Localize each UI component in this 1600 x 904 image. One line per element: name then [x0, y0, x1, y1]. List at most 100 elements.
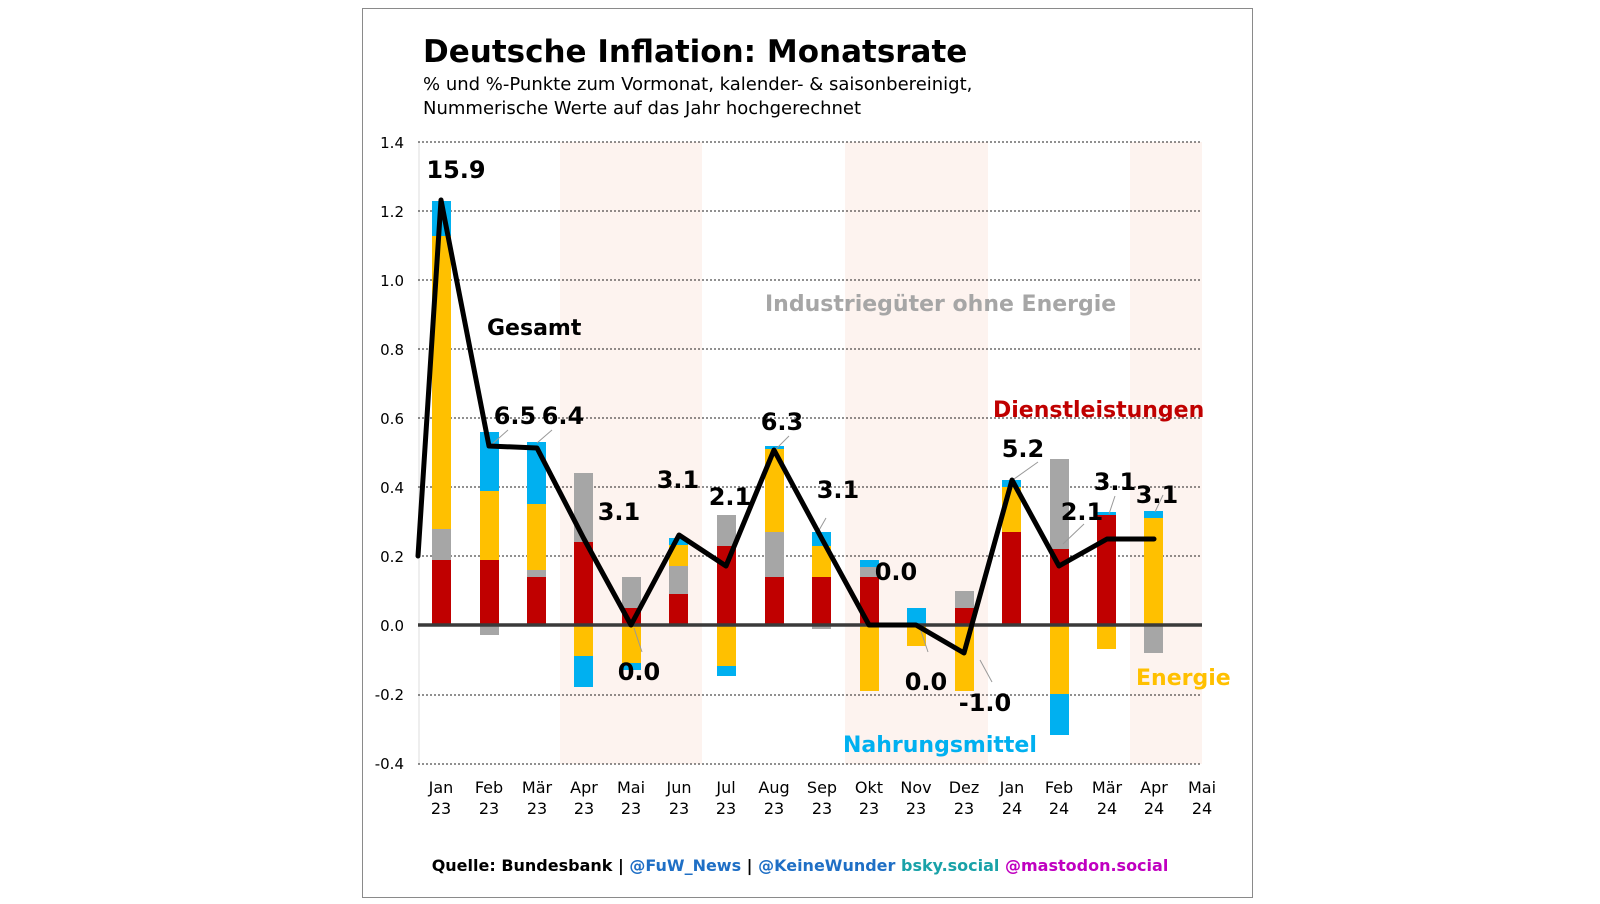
bar-dienst-dez23: [955, 608, 974, 625]
bar-energie-feb23: [480, 491, 499, 560]
value-label: 3.1: [598, 498, 641, 526]
bar-energie-mar24: [1097, 625, 1116, 649]
xtick-year: 23: [431, 799, 451, 818]
leader-line: [1154, 494, 1164, 513]
xtick-month: Sep: [807, 778, 837, 797]
footer-mastodon-link[interactable]: @mastodon.social: [999, 856, 1169, 875]
left-axis-strip: [418, 142, 420, 764]
footer-keinewunder-link[interactable]: @KeineWunder: [758, 856, 896, 875]
leader-line: [633, 627, 643, 653]
gesamt-line: [415, 197, 1157, 656]
leader-line: [489, 429, 509, 447]
bar-industrie-feb24: [1050, 459, 1069, 549]
xtick-year: 24: [1144, 799, 1164, 818]
xtick-month: Okt: [855, 778, 883, 797]
leader-line: [1062, 523, 1085, 545]
bar-industrie-feb23: [480, 625, 499, 635]
footer-source: Quelle: Bundesbank |: [431, 856, 630, 875]
leader-lines: [489, 429, 1164, 683]
xtick-year: 23: [764, 799, 784, 818]
footer-separator: |: [741, 856, 759, 875]
xtick-year: 23: [527, 799, 547, 818]
bar-energie-mar23: [527, 504, 546, 570]
bar-energie-apr23: [574, 625, 593, 656]
bar-industrie-jan23: [432, 529, 451, 560]
bar-industrie-dez23: [955, 591, 974, 608]
bar-dienst-jun23: [669, 594, 688, 625]
bar-nahrung-nov23: [907, 608, 926, 625]
bar-dienst-jul23: [717, 546, 736, 625]
bar-nahrung-okt23: [860, 560, 879, 567]
bar-dienst-mar24: [1097, 515, 1116, 625]
bar-energie-jan23: [432, 236, 451, 529]
label-dienst: Dienstleistungen: [993, 398, 1204, 423]
ytick-label: -0.2: [375, 686, 404, 704]
bar-dienst-feb23: [480, 560, 499, 625]
ytick-label: 1.2: [380, 203, 404, 221]
gridlines: [418, 141, 1202, 765]
leader-line: [979, 659, 993, 683]
value-label: 3.1: [1094, 468, 1137, 496]
xtick-month: Jan: [428, 778, 454, 797]
xtick-month: Feb: [1045, 778, 1073, 797]
xtick-year: 23: [669, 799, 689, 818]
value-label: 3.1: [1136, 481, 1179, 509]
bar-industrie-okt23: [860, 567, 879, 577]
bar-industrie-jul23: [717, 515, 736, 546]
xtick-year: 23: [574, 799, 594, 818]
bar-industrie-jun23: [669, 566, 688, 594]
bar-energie-apr24: [1144, 518, 1163, 625]
leader-line: [1108, 495, 1116, 515]
leader-line: [1013, 461, 1039, 480]
ytick-label: 0.2: [380, 548, 404, 566]
xtick-year: 23: [621, 799, 641, 818]
xtick-year: 24: [1097, 799, 1117, 818]
value-label: 15.9: [426, 156, 485, 184]
bar-industrie-apr24: [1144, 625, 1163, 653]
bar-energie-jun23: [669, 545, 688, 566]
bar-industrie-apr23: [574, 473, 593, 542]
value-label: 6.4: [542, 402, 585, 430]
value-label: 3.1: [817, 476, 860, 504]
footer-fuw-link[interactable]: @FuW_News: [629, 856, 742, 875]
ytick-label: 1.4: [380, 134, 404, 152]
value-label: 0.0: [905, 668, 948, 696]
value-label: 6.5: [494, 402, 537, 430]
leader-line: [774, 435, 790, 451]
xtick-year: 23: [479, 799, 499, 818]
bar-industrie-mar23: [527, 570, 546, 577]
label-nahrung: Nahrungsmittel: [843, 733, 1037, 758]
bar-nahrung-mai23: [622, 663, 641, 670]
xtick-year: 23: [954, 799, 974, 818]
bar-dienst-mar23: [527, 577, 546, 625]
bar-energie-jul23: [717, 625, 736, 666]
bar-dienst-jan24: [1002, 532, 1021, 625]
ytick-label: 0.4: [380, 479, 404, 497]
label-energie: Energie: [1136, 666, 1231, 691]
xtick-year: 23: [716, 799, 736, 818]
value-label: 2.1: [709, 483, 752, 511]
xtick-month: Mai: [1188, 778, 1216, 797]
bar-energie-feb24: [1050, 625, 1069, 694]
ytick-label: -0.4: [375, 755, 404, 773]
value-label: 6.3: [761, 408, 804, 436]
ytick-label: 1.0: [380, 272, 404, 290]
xtick-month: Mai: [617, 778, 645, 797]
bar-nahrung-apr23: [574, 656, 593, 687]
value-label: 0.0: [875, 558, 918, 586]
xtick-year: 23: [906, 799, 926, 818]
xtick-month: Apr: [1140, 778, 1168, 797]
xtick-month: Feb: [475, 778, 503, 797]
footer: Quelle: Bundesbank | @FuW_News | @KeineW…: [0, 856, 1600, 875]
bar-energie-sep23: [812, 546, 831, 577]
xtick-month: Aug: [758, 778, 789, 797]
value-label: 5.2: [1002, 435, 1045, 463]
xtick-year: 23: [812, 799, 832, 818]
value-label: 0.0: [618, 658, 661, 686]
label-industrie: Industriegüter ohne Energie: [765, 292, 1116, 317]
xtick-month: Dez: [949, 778, 980, 797]
chart-frame: [362, 8, 1253, 898]
xtick-month: Jan: [999, 778, 1025, 797]
footer-bsky-link[interactable]: bsky.social: [895, 856, 1000, 875]
